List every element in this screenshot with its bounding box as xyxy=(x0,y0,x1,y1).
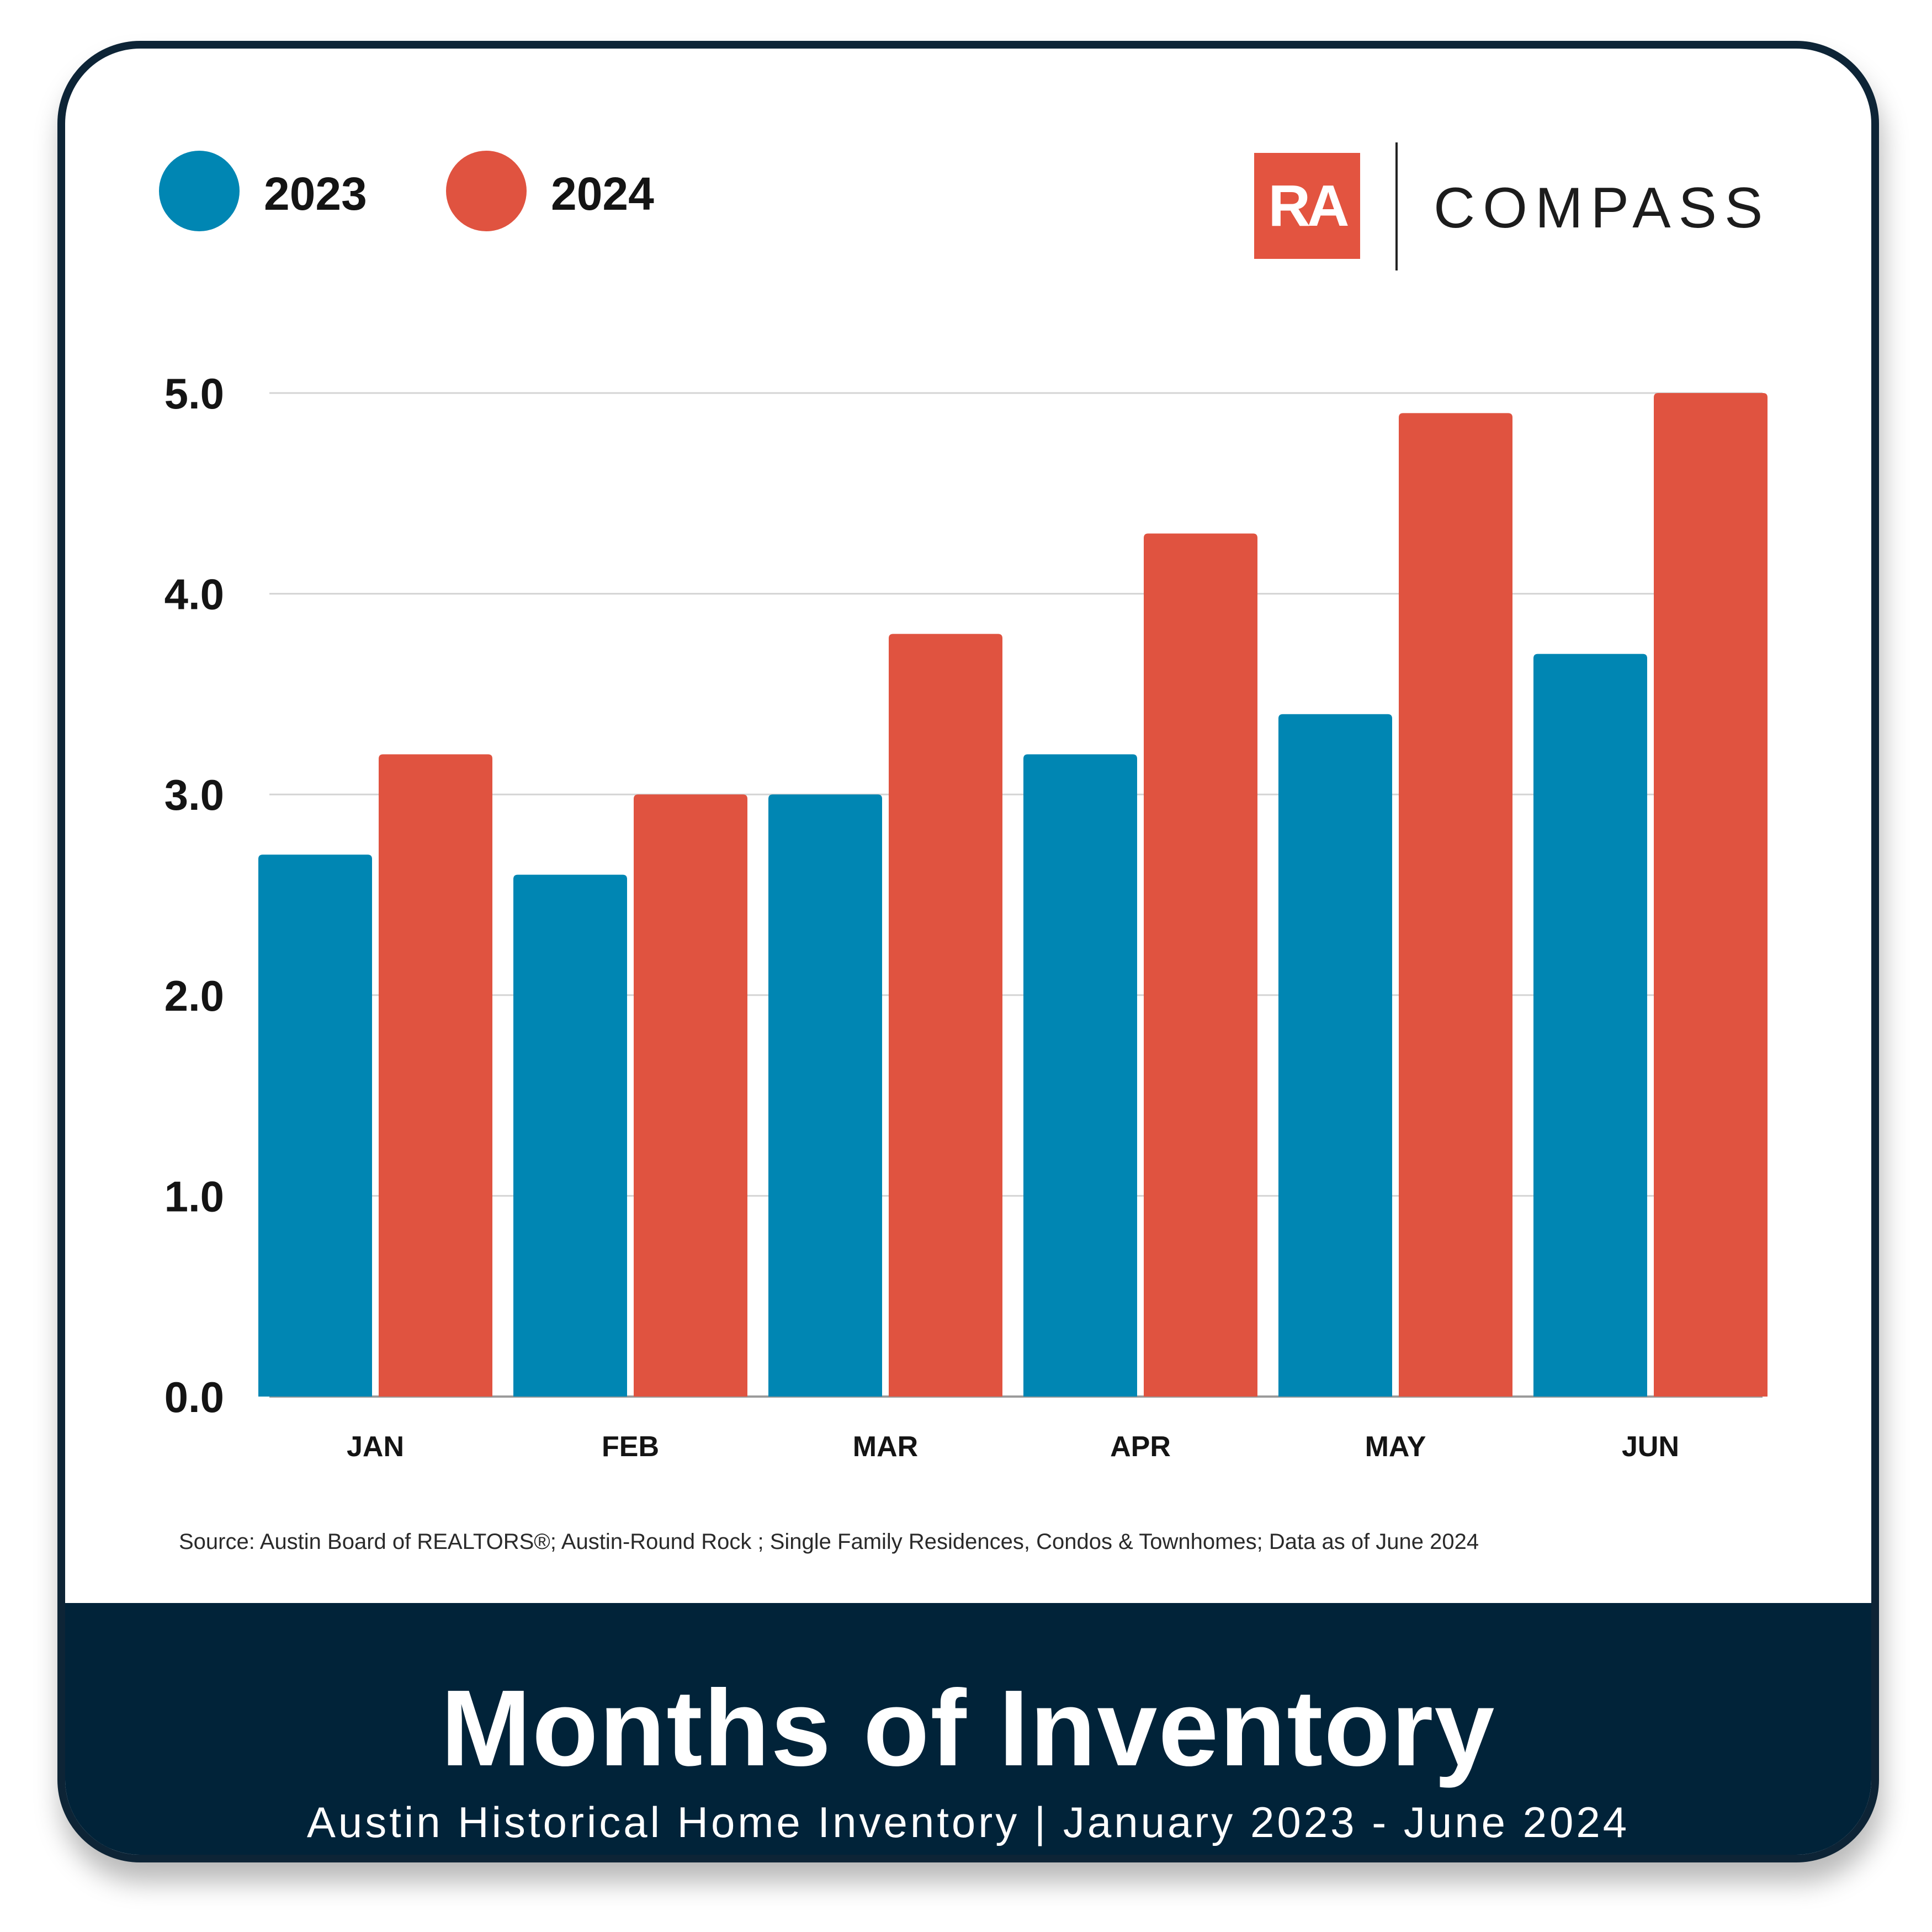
compass-logo: COMPASS xyxy=(1434,176,1771,240)
chart-title: Months of Inventory xyxy=(440,1668,1496,1788)
ra-logo: RA xyxy=(1254,153,1360,259)
y-tick-label: 3.0 xyxy=(164,771,224,819)
bar-chart: 0.0 1.0 2.0 3.0 4.0 5.0 JAN FEB MAR APR MAY JUN xyxy=(164,369,1768,1463)
bar-2024-mar xyxy=(889,634,1002,1397)
footer-banner xyxy=(65,1603,1871,1855)
bar-2024-feb xyxy=(634,794,747,1397)
x-tick-label: MAY xyxy=(1365,1431,1426,1463)
y-axis-ticks: 0.0 1.0 2.0 3.0 4.0 5.0 xyxy=(164,369,224,1421)
legend-label-2023: 2023 xyxy=(264,168,367,220)
x-axis-ticks: JAN FEB MAR APR MAY JUN xyxy=(347,1431,1679,1463)
chart-card: 2023 2024 RA COMPASS 0.0 1.0 2.0 3.0 4.0 5.0 … xyxy=(57,41,1879,1862)
chart-subtitle: Austin Historical Home Inventory | Janua… xyxy=(306,1798,1630,1846)
bar-2023-mar xyxy=(768,794,882,1397)
x-tick-label: APR xyxy=(1110,1431,1171,1463)
bar-2023-jan xyxy=(258,854,372,1397)
x-tick-label: MAR xyxy=(853,1431,918,1463)
bar-2023-may xyxy=(1278,714,1392,1397)
y-tick-label: 2.0 xyxy=(164,972,224,1020)
bar-2023-jun xyxy=(1533,654,1647,1397)
x-tick-label: JUN xyxy=(1622,1431,1679,1463)
y-tick-label: 5.0 xyxy=(164,369,224,418)
source-note: Source: Austin Board of REALTORS®; Austi… xyxy=(179,1530,1479,1554)
bars xyxy=(258,393,1768,1397)
bar-2023-feb xyxy=(513,874,627,1397)
bar-2024-jan xyxy=(379,754,492,1397)
x-tick-label: FEB xyxy=(602,1431,659,1463)
logo-divider xyxy=(1395,142,1398,270)
y-tick-label: 0.0 xyxy=(164,1373,224,1421)
legend-dot-2024 xyxy=(446,151,527,231)
y-tick-label: 1.0 xyxy=(164,1172,224,1220)
bar-2024-may xyxy=(1399,413,1512,1397)
legend-label-2024: 2024 xyxy=(551,168,654,220)
legend-dot-2023 xyxy=(159,151,240,231)
bar-2024-apr xyxy=(1144,533,1257,1397)
x-tick-label: JAN xyxy=(347,1431,404,1463)
bar-2023-apr xyxy=(1023,754,1137,1397)
y-tick-label: 4.0 xyxy=(164,570,224,619)
bar-2024-jun xyxy=(1654,393,1768,1397)
